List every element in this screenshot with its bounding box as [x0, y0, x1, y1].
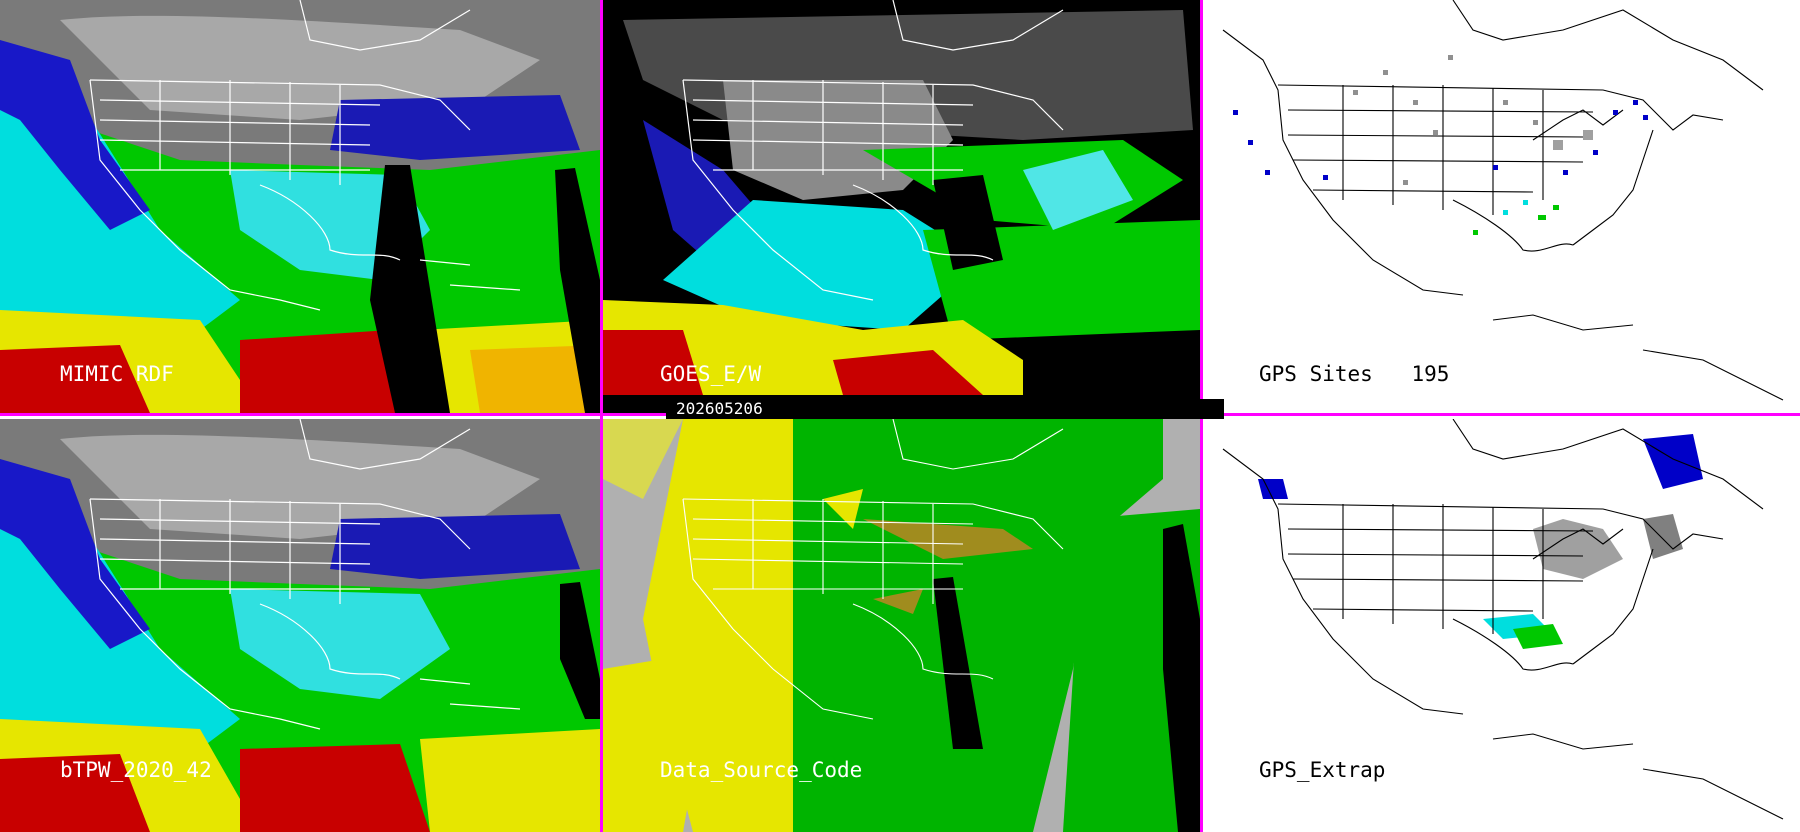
panel-label-gps-extrap: GPS_Extrap — [1259, 758, 1386, 782]
panel-goes-ew: GOES_E/W — [603, 0, 1200, 413]
mimic-rdf-map — [0, 0, 600, 413]
date-stamp-bar: 202605206 — [666, 399, 1224, 419]
panel-divider-left — [600, 0, 603, 832]
goes-ew-map — [603, 0, 1200, 413]
panel-label-btpw: bTPW_2020_42 — [60, 758, 212, 782]
panel-data-source-code: Data_Source_Code — [603, 419, 1200, 832]
panel-label-mimic-rdf: MIMIC RDF — [60, 362, 174, 386]
gps-extrap-map — [1203, 419, 1800, 832]
date-stamp: 202605206 — [676, 399, 763, 418]
data-source-code-map — [603, 419, 1200, 832]
panel-label-goes-ew: GOES_E/W — [660, 362, 762, 386]
gps-sites-count: 195 — [1411, 362, 1450, 386]
panel-gps-extrap: GPS_Extrap — [1203, 419, 1800, 832]
panel-btpw: bTPW_2020_42 — [0, 419, 600, 832]
panel-mimic-rdf: MIMIC RDF — [0, 0, 600, 413]
btpw-map — [0, 419, 600, 832]
gps-sites-map — [1203, 0, 1800, 413]
panel-gps-sites: GPS Sites 195 — [1203, 0, 1800, 413]
panel-label-gps-sites: GPS Sites 195 — [1259, 362, 1449, 386]
gps-site-markers — [1233, 55, 1648, 235]
panel-label-data-source-code: Data_Source_Code — [660, 758, 863, 782]
gps-sites-title: GPS Sites — [1259, 362, 1373, 386]
